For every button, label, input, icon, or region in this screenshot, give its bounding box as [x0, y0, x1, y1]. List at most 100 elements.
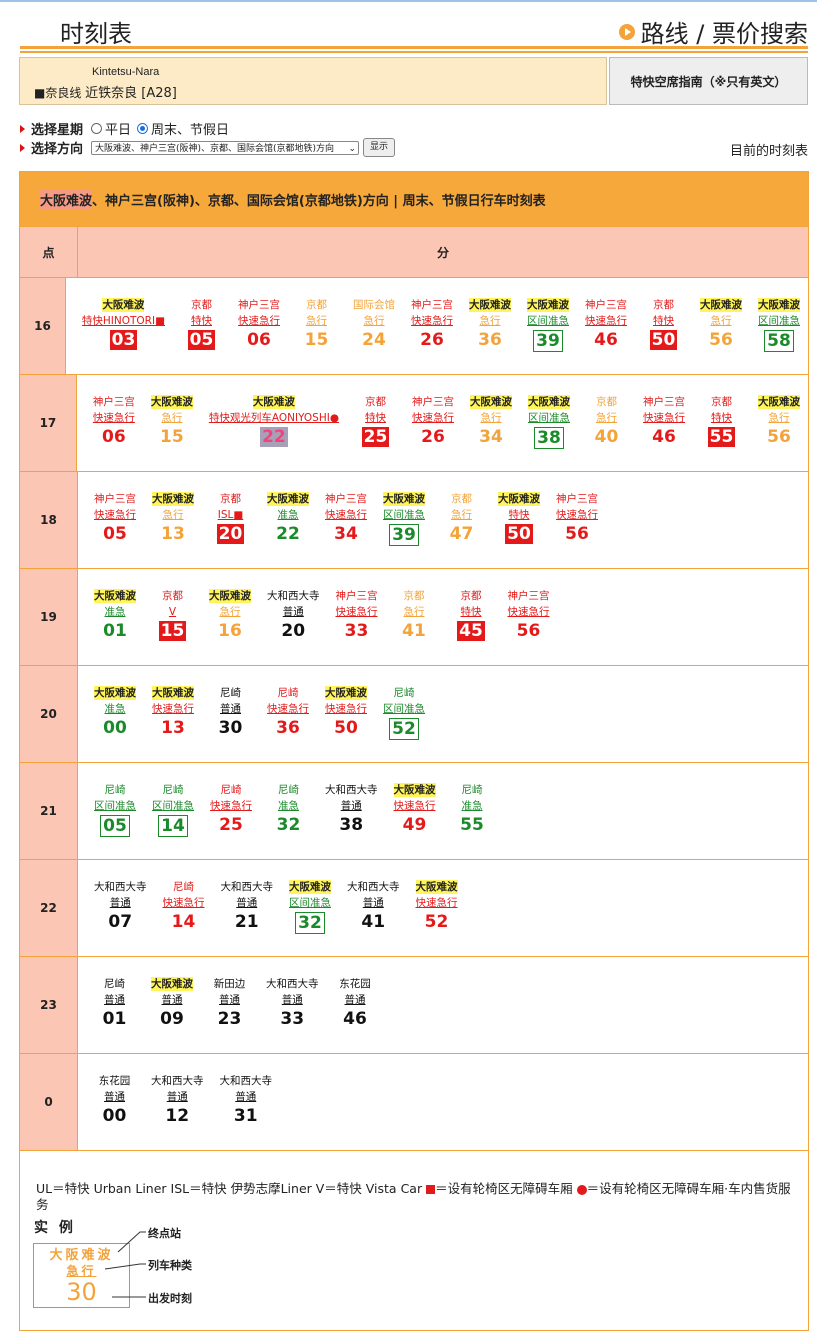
train-type: 快速急行 [152, 703, 194, 715]
train-destination: 神户三宫 [411, 299, 453, 311]
train-entry[interactable]: 大阪难波 准急 22 [259, 492, 317, 544]
train-entry[interactable]: 尼崎 区间准急 05 [86, 783, 144, 837]
train-entry[interactable]: 大和西大寺 普通 12 [143, 1074, 212, 1126]
train-destination: 尼崎 [173, 881, 194, 893]
train-entry[interactable]: 神户三宫 快速急行 06 [85, 395, 143, 447]
train-entry[interactable]: 京都 ISL■ 20 [202, 492, 259, 544]
train-entry[interactable]: 大阪难波 急行 13 [144, 492, 202, 544]
route-fare-search-link[interactable]: 路线 / 票价搜索 [618, 14, 808, 49]
seat-availability-button[interactable]: 特快空席指南（※只有英文） [609, 57, 808, 105]
departure-minute: 50 [649, 330, 678, 350]
train-entry[interactable]: 大阪难波 区间准急 58 [750, 298, 808, 352]
train-entry[interactable]: 大阪难波 区间准急 38 [520, 395, 578, 449]
direction-select[interactable]: 大阪难波、神户三宫(阪神)、京都、国际会馆(京都地铁)方向 ⌄ [91, 140, 360, 155]
train-entry[interactable]: 京都 特快 50 [635, 298, 692, 350]
train-destination: 神户三宫 [92, 396, 135, 408]
departure-minute: 55 [707, 427, 736, 447]
train-entry[interactable]: 神户三宫 快速急行 33 [328, 589, 386, 641]
departure-minute: 36 [276, 718, 300, 738]
train-entry[interactable]: 大阪难波 区间准急 32 [281, 880, 339, 934]
train-entry[interactable]: 大和西大寺 普通 41 [339, 880, 408, 932]
train-entry[interactable]: 神户三宫 快速急行 34 [317, 492, 375, 544]
train-entry[interactable]: 神户三宫 快速急行 56 [500, 589, 558, 641]
train-entry[interactable]: 神户三宫 快速急行 26 [404, 395, 462, 447]
departure-minute: 33 [344, 621, 369, 641]
train-entry[interactable]: 尼崎 区间准急 14 [144, 783, 202, 837]
train-destination: 京都 [306, 299, 327, 311]
train-type: 快速急行 [325, 509, 367, 521]
weekend-radio[interactable]: 周末、节假日 [137, 119, 229, 138]
train-entry[interactable]: 京都 急行 15 [288, 298, 345, 350]
train-entry[interactable]: 神户三宫 快速急行 46 [577, 298, 635, 350]
train-type: 区间准急 [94, 800, 136, 812]
train-entry[interactable]: 尼崎 普通 01 [86, 977, 143, 1029]
train-entry[interactable]: 大阪难波 准急 00 [86, 686, 144, 738]
train-destination: 大阪难波 [150, 395, 193, 409]
train-entry[interactable]: 国际会馆 急行 24 [345, 298, 403, 350]
train-entry[interactable]: 京都 特快 25 [347, 395, 404, 447]
train-entry[interactable]: 神户三宫 快速急行 46 [635, 395, 693, 447]
train-entry[interactable]: 京都 急行 41 [386, 589, 443, 641]
train-entry[interactable]: 京都 急行 40 [578, 395, 635, 447]
train-entry[interactable]: 京都 特快 55 [693, 395, 750, 447]
train-destination: 大阪难波 [94, 589, 136, 603]
train-type: 区间准急 [528, 412, 570, 424]
train-entry[interactable]: 大阪难波 特快观光列车AONIYOSHI● 22 [201, 395, 347, 447]
train-entry[interactable]: 大和西大寺 普通 21 [213, 880, 282, 932]
train-entry[interactable]: 大阪难波 急行 34 [462, 395, 520, 447]
train-entry[interactable]: 尼崎 快速急行 14 [155, 880, 213, 932]
train-entry[interactable]: 大和西大寺 普通 33 [258, 977, 327, 1029]
train-destination: 大阪难波 [700, 298, 742, 312]
train-entry[interactable]: 京都 特快 05 [173, 298, 230, 350]
train-entry[interactable]: 京都 V 15 [144, 589, 201, 641]
legend: UL＝特快 Urban Liner ISL＝特快 伊势志摩Liner V＝特快 … [20, 1150, 808, 1330]
train-entry[interactable]: 尼崎 区间准急 52 [375, 686, 433, 740]
train-entry[interactable]: 大阪难波 急行 15 [143, 395, 201, 447]
train-entry[interactable]: 大阪难波 快速急行 50 [317, 686, 375, 738]
train-entry[interactable]: 京都 特快 45 [443, 589, 500, 641]
train-entry[interactable]: 东花园 普通 00 [86, 1074, 143, 1126]
train-entry[interactable]: 东花园 普通 46 [327, 977, 384, 1029]
train-entry[interactable]: 尼崎 准急 32 [260, 783, 317, 835]
train-entry[interactable]: 大和西大寺 普通 38 [317, 783, 386, 835]
train-entry[interactable]: 大和西大寺 普通 20 [259, 589, 328, 641]
train-entry[interactable]: 神户三宫 快速急行 26 [403, 298, 461, 350]
show-button[interactable]: 显示 [363, 138, 396, 157]
train-entry[interactable]: 大阪难波 急行 56 [692, 298, 750, 350]
train-entry[interactable]: 大阪难波 快速急行 49 [386, 783, 444, 835]
train-entry[interactable]: 尼崎 快速急行 36 [259, 686, 317, 738]
train-entry[interactable]: 大和西大寺 普通 07 [86, 880, 155, 932]
train-entry[interactable]: 大阪难波 区间准急 39 [519, 298, 577, 352]
train-entry[interactable]: 尼崎 快速急行 25 [202, 783, 260, 835]
train-list: 尼崎 区间准急 05 尼崎 区间准急 14 尼崎 快速急行 25 尼崎 准急 32 大和西大寺 普通 38 大… [78, 763, 808, 859]
train-entry[interactable]: 尼崎 普通 30 [202, 686, 259, 738]
train-type: ISL■ [217, 509, 244, 521]
hour-cell: 18 [20, 472, 78, 568]
train-type: 准急 [278, 800, 299, 812]
radio-on-icon [137, 123, 149, 134]
train-entry[interactable]: 大阪难波 快速急行 13 [144, 686, 202, 738]
train-entry[interactable]: 神户三宫 快速急行 06 [230, 298, 288, 350]
train-type: 准急 [277, 509, 299, 521]
departure-minute: 45 [457, 621, 485, 641]
train-entry[interactable]: 神户三宫 快速急行 56 [548, 492, 606, 544]
departure-minute: 58 [764, 330, 794, 352]
train-entry[interactable]: 大阪难波 特快 50 [490, 492, 548, 544]
train-entry[interactable]: 大阪难波 快速急行 52 [408, 880, 466, 932]
train-entry[interactable]: 大阪难波 区间准急 39 [375, 492, 433, 546]
train-entry[interactable]: 大阪难波 准急 01 [86, 589, 144, 641]
train-destination: 京都 [162, 590, 183, 602]
train-entry[interactable]: 新田边 普通 23 [201, 977, 258, 1029]
train-entry[interactable]: 京都 急行 47 [433, 492, 490, 544]
train-entry[interactable]: 尼崎 准急 55 [444, 783, 501, 835]
train-entry[interactable]: 大阪难波 普通 09 [143, 977, 201, 1029]
train-entry[interactable]: 大阪难波 急行 16 [201, 589, 259, 641]
train-entry[interactable]: 大阪难波 特快HINOTORI■ 03 [74, 298, 173, 350]
weekday-radio[interactable]: 平日 [91, 119, 131, 138]
train-entry[interactable]: 大阪难波 急行 56 [750, 395, 808, 447]
train-entry[interactable]: 神户三宫 快速急行 05 [86, 492, 144, 544]
train-type: 快速急行 [507, 606, 550, 618]
train-entry[interactable]: 大和西大寺 普通 31 [212, 1074, 281, 1126]
train-entry[interactable]: 大阪难波 急行 36 [461, 298, 519, 350]
train-destination: 京都 [711, 396, 732, 408]
